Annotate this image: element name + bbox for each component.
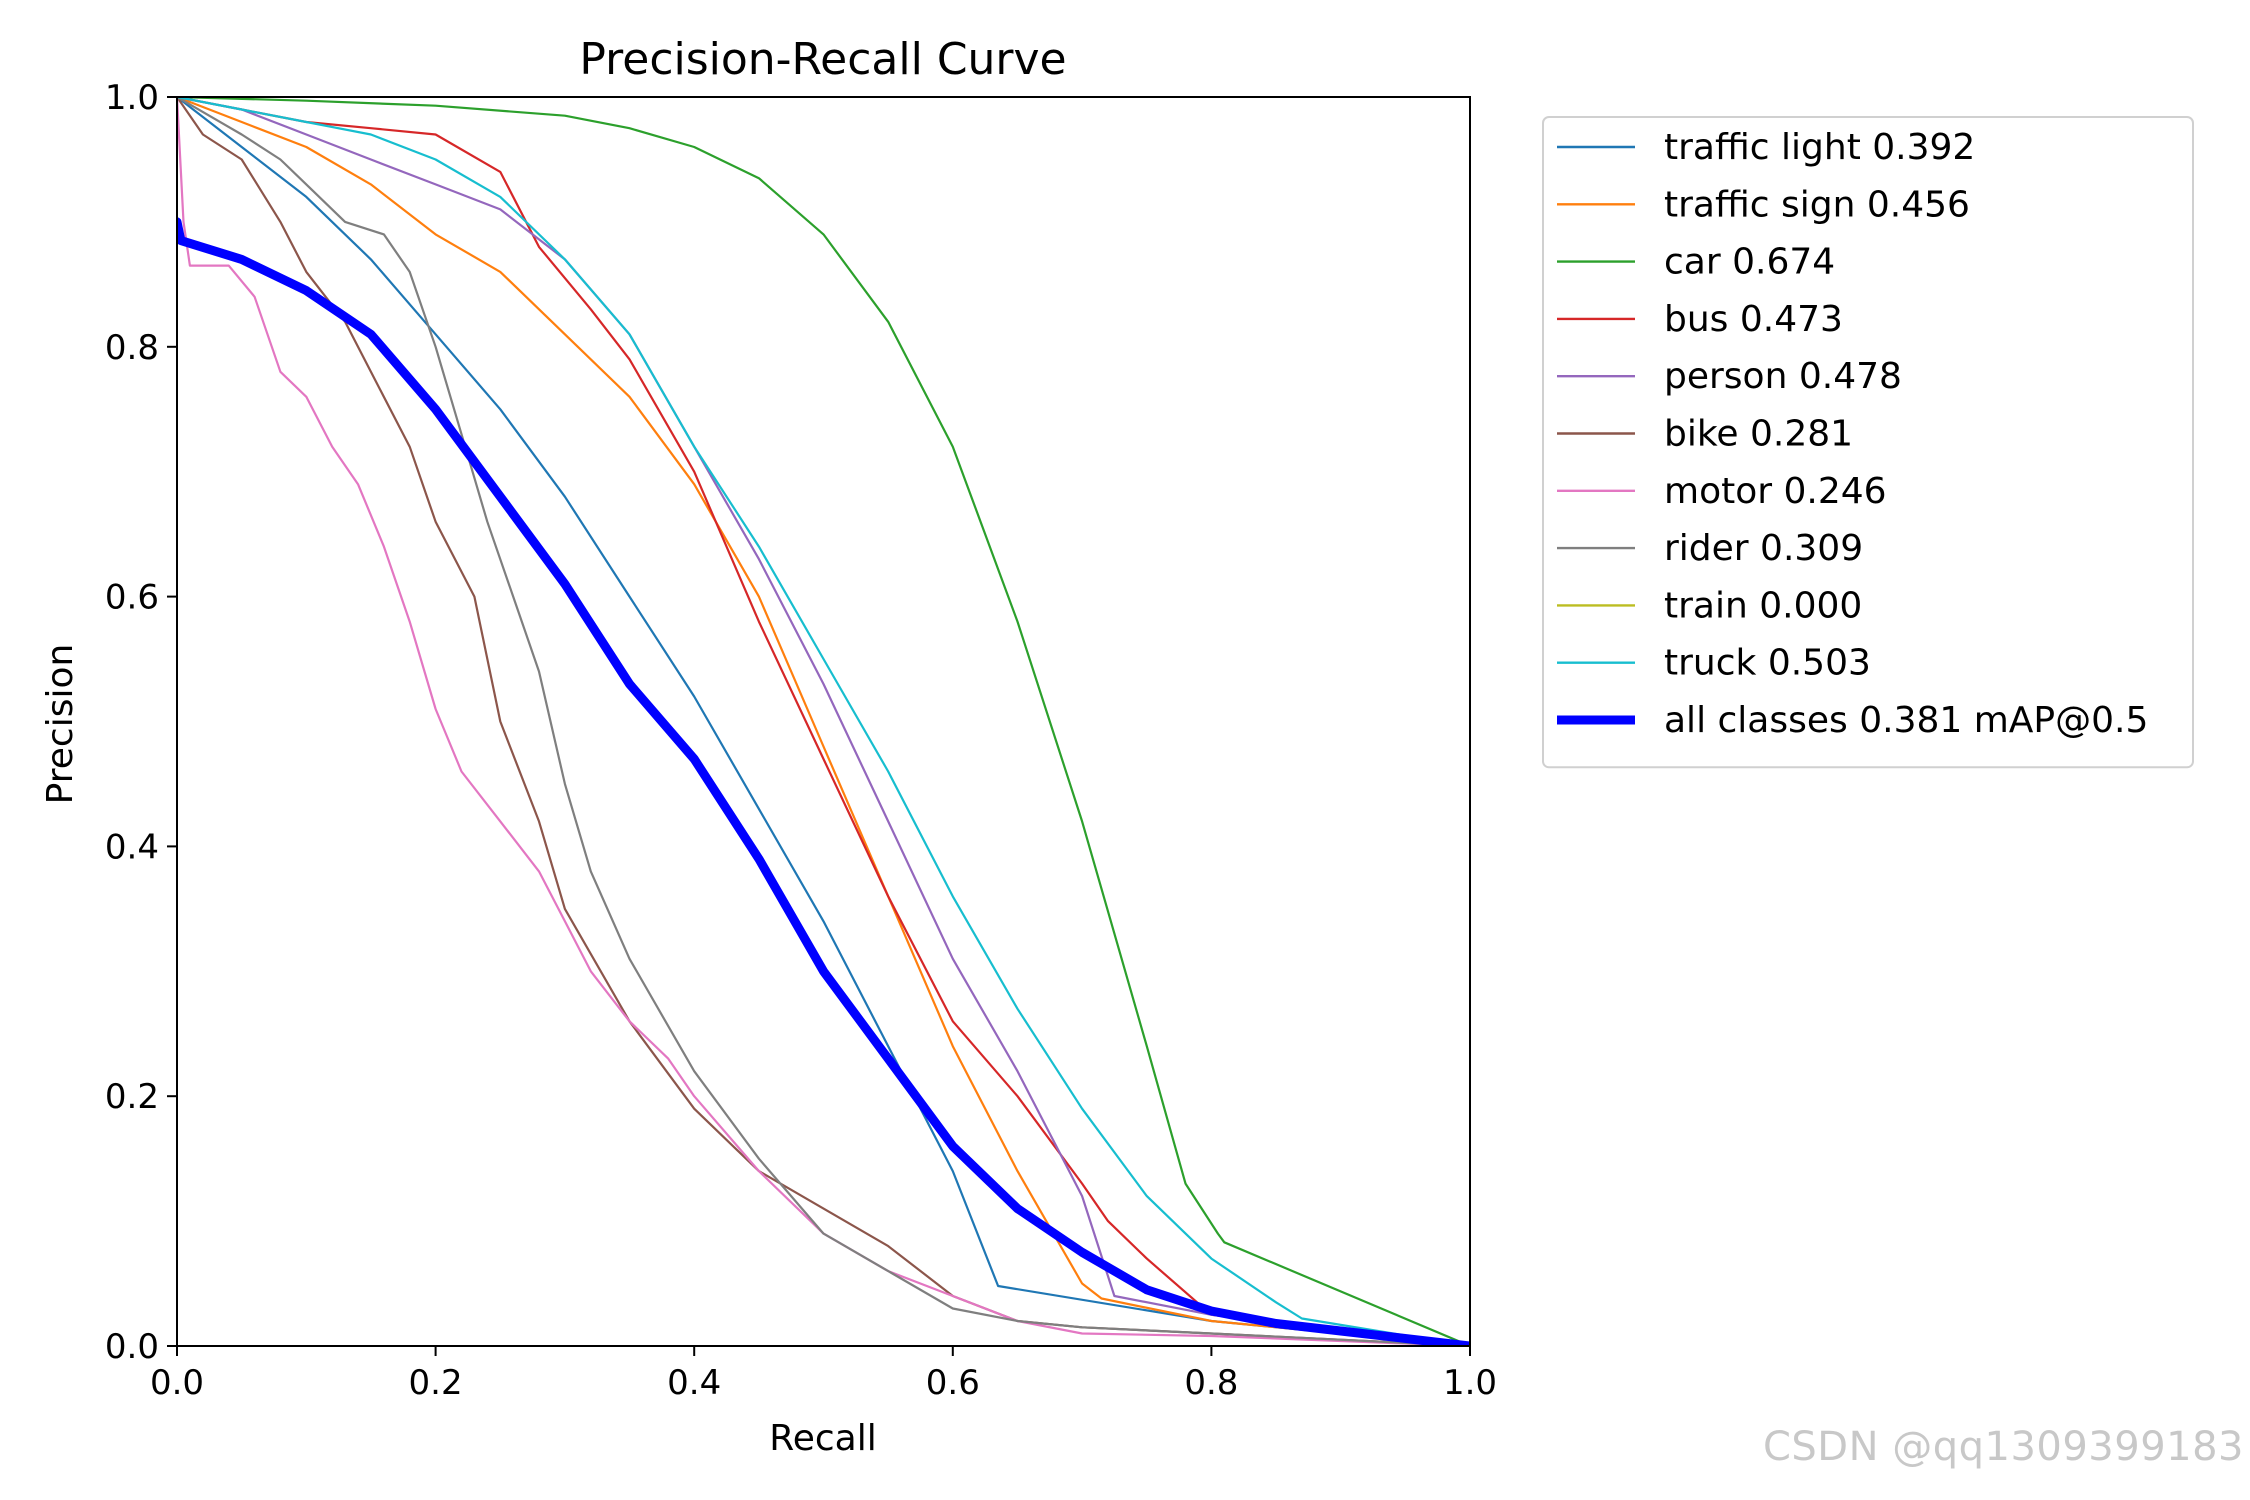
legend-label-8: train 0.000 — [1664, 585, 1862, 626]
plot-area: 0.0 0.2 0.4 0.6 0.8 1.0 0.0 0.2 0.4 0.6 0.8 1.0 — [105, 78, 1497, 1403]
legend-label-3: bus 0.473 — [1664, 299, 1843, 340]
x-tick-label: 0.4 — [667, 1363, 721, 1403]
chart-title: Precision-Recall Curve — [579, 34, 1066, 85]
legend-label-0: traffic light 0.392 — [1664, 127, 1975, 168]
legend-label-2: car 0.674 — [1664, 242, 1835, 283]
series-line-2 — [177, 97, 1470, 1346]
series-line-3 — [177, 97, 1470, 1346]
plot-frame — [176, 96, 1471, 1347]
legend-label-4: person 0.478 — [1664, 356, 1902, 397]
y-tick-label: 0.2 — [105, 1077, 159, 1117]
series-line-10 — [177, 217, 1470, 1346]
series-line-9 — [177, 97, 1470, 1346]
legend-label-10: all classes 0.381 mAP@0.5 — [1664, 700, 2148, 741]
y-tick-label: 0.6 — [105, 578, 159, 618]
legend-label-7: rider 0.309 — [1664, 528, 1863, 569]
legend-label-9: truck 0.503 — [1664, 643, 1871, 684]
legend: traffic light 0.392 traffic sign 0.456 car… — [1542, 116, 2194, 769]
series-line-5 — [177, 97, 1470, 1346]
series-line-1 — [177, 97, 1470, 1346]
x-tick-label: 0.2 — [409, 1363, 463, 1403]
legend-box — [1542, 116, 2194, 769]
series-line-4 — [177, 97, 1470, 1346]
series-line-6 — [177, 97, 1470, 1346]
x-tick-label: 0.6 — [926, 1363, 980, 1403]
legend-label-5: bike 0.281 — [1664, 414, 1853, 455]
y-tick-label: 1.0 — [105, 78, 159, 118]
y-tick-label: 0.8 — [105, 328, 159, 368]
series-group — [177, 97, 1470, 1346]
x-tick-label: 1.0 — [1443, 1363, 1497, 1403]
series-line-0 — [177, 97, 1470, 1346]
x-axis-label: Recall — [769, 1418, 876, 1459]
x-tick-label: 0.0 — [150, 1363, 204, 1403]
watermark-text: CSDN @qq1309399183 — [1762, 1424, 2244, 1470]
y-axis-label: Precision — [40, 644, 81, 805]
y-tick-label: 0.4 — [105, 827, 159, 867]
y-tick-label: 0.0 — [105, 1327, 159, 1367]
legend-label-1: traffic sign 0.456 — [1664, 184, 1970, 225]
x-tick-label: 0.8 — [1184, 1363, 1238, 1403]
legend-label-6: motor 0.246 — [1664, 471, 1887, 512]
series-line-7 — [177, 97, 1470, 1346]
